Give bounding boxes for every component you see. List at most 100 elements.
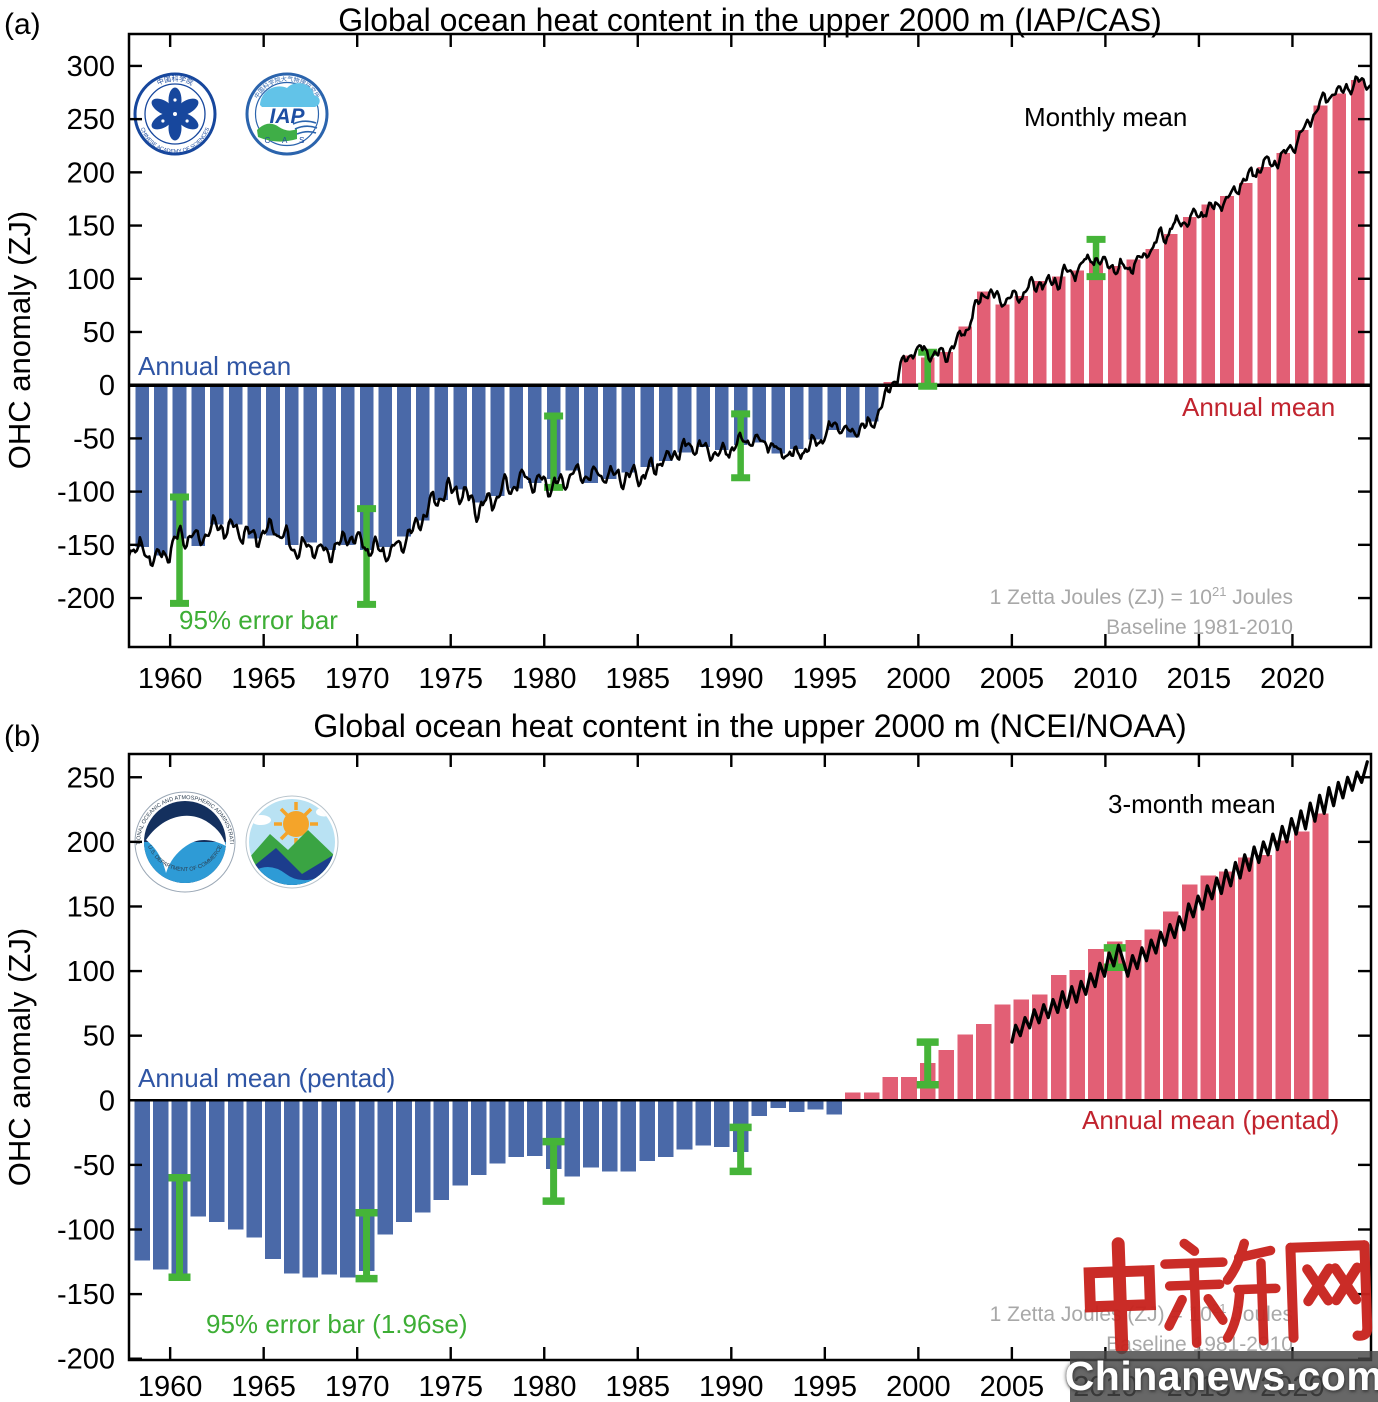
bar-2011 <box>1126 259 1141 386</box>
axes-frame-a <box>127 32 1373 649</box>
y-tick-label--150-b: -150 <box>57 1279 115 1311</box>
bar-1973 <box>414 1100 431 1213</box>
bar-2010 <box>1106 941 1123 1101</box>
panel-a-label: (a) <box>4 8 41 41</box>
bar-2023 <box>1351 79 1365 386</box>
bar-1967 <box>303 385 318 543</box>
bar-1961 <box>190 1100 207 1217</box>
bar-1969 <box>340 1100 356 1278</box>
bar-1993 <box>789 385 804 450</box>
error-bar-1960-b <box>168 1174 191 1282</box>
error-bar-1980-b <box>542 1137 565 1205</box>
iap-waves-icon <box>292 120 318 135</box>
x-tick-label-1970-b: 1970 <box>325 1371 390 1402</box>
bar-2016 <box>1220 195 1234 386</box>
bar-1991 <box>751 1100 768 1116</box>
iap-cloud-icon <box>260 83 320 107</box>
y-tick-label-50-a: 50 <box>83 317 115 349</box>
chart-a-error-bar-label: 95% error bar <box>179 605 338 635</box>
x-tick-label-1995-a: 1995 <box>793 663 858 695</box>
bar-1985 <box>639 1100 655 1162</box>
chart-b-3month-mean-label: 3-month mean <box>1108 789 1276 819</box>
bar-2016 <box>1219 871 1235 1101</box>
y-tick-label--100-b: -100 <box>57 1214 115 1246</box>
bar-2017 <box>1238 182 1253 386</box>
bar-2018 <box>1256 854 1273 1101</box>
bar-1987 <box>677 385 692 453</box>
bar-1996 <box>845 1092 861 1101</box>
bar-1999 <box>902 355 916 386</box>
bar-2005 <box>1013 999 1030 1101</box>
bar-1987 <box>676 1100 693 1150</box>
x-tick-label-2020-a: 2020 <box>1260 663 1325 695</box>
bar-1975 <box>452 1100 468 1186</box>
y-tick-label-150-b: 150 <box>67 891 115 923</box>
bar-1995 <box>826 1100 842 1115</box>
bar-2012 <box>1145 248 1159 386</box>
error-bar-1990-b <box>729 1123 752 1176</box>
y-tick-label--150-a: -150 <box>57 530 115 562</box>
bar-1986 <box>659 385 673 461</box>
bar-2019 <box>1276 153 1290 386</box>
bar-1989 <box>714 1100 730 1147</box>
chart-a-note-line2: Baseline 1981-2010 <box>1106 616 1293 639</box>
bar-2003 <box>976 1024 992 1101</box>
bar-1976 <box>470 1100 487 1176</box>
chart-a-monthly-mean-label: Monthly mean <box>1024 102 1188 132</box>
y-tick-label--50-a: -50 <box>73 423 115 455</box>
bar-1962 <box>209 1100 225 1222</box>
bar-1996 <box>846 385 860 438</box>
chart-a-title: Global ocean heat content in the upper 2… <box>338 2 1162 38</box>
error-bars-a <box>170 235 1106 608</box>
y-tick-label--200-a: -200 <box>57 583 115 615</box>
bar-2014 <box>1181 884 1198 1101</box>
y-tick-label--200-b: -200 <box>57 1344 115 1376</box>
bar-2004 <box>994 1004 1011 1101</box>
mean-line-a <box>129 75 1371 568</box>
bar-2007 <box>1051 276 1066 386</box>
noaa-gull-icon <box>146 815 226 873</box>
bar-2018 <box>1257 167 1272 386</box>
bar-1992 <box>770 1100 786 1109</box>
bar-2002 <box>958 326 972 386</box>
bar-1997 <box>863 1092 880 1101</box>
bar-2009 <box>1089 261 1103 386</box>
bar-1985 <box>640 385 654 468</box>
bars-b <box>134 813 1329 1278</box>
iap-cas-letters: C A S <box>264 136 309 145</box>
bar-2017 <box>1237 857 1254 1101</box>
bar-1993 <box>788 1100 805 1112</box>
bar-2015 <box>1201 204 1216 386</box>
tick-labels-a: 1960 1965 1970 1975 1980 1985 1990 1995 2000 2005… <box>57 51 1325 695</box>
bar-1988 <box>695 1100 712 1146</box>
x-tick-label-1990-b: 1990 <box>699 1371 764 1402</box>
y-tick-label--100-a: -100 <box>57 477 115 509</box>
bar-1983 <box>602 385 617 479</box>
chart-b-ylabel: OHC anomaly (ZJ) <box>2 928 37 1186</box>
bar-1981 <box>565 385 580 471</box>
bar-2021 <box>1313 105 1328 386</box>
error-bar-1970-a <box>357 505 377 608</box>
bar-2012 <box>1144 929 1160 1101</box>
bar-1983 <box>601 1100 618 1172</box>
error-bar-1960-a <box>170 493 190 607</box>
y-tick-label-150-a: 150 <box>67 211 115 243</box>
bar-2002 <box>957 1034 973 1101</box>
bar-2022 <box>1332 93 1346 386</box>
bar-1967 <box>302 1100 319 1278</box>
bar-1992 <box>771 385 785 454</box>
bar-1973 <box>415 385 430 521</box>
bar-1989 <box>715 385 729 451</box>
bar-1991 <box>752 385 767 443</box>
bar-1964 <box>247 385 262 539</box>
bar-1984 <box>620 1100 637 1172</box>
y-tick-label-100-b: 100 <box>67 956 115 988</box>
bar-1994 <box>808 385 823 440</box>
bar-1988 <box>696 385 711 447</box>
bar-1981 <box>564 1100 581 1177</box>
chart-b-plot: 1960 1965 1970 1975 1980 1985 1990 1995 2000 2005… <box>57 752 1373 1402</box>
bar-1961 <box>191 385 206 546</box>
chart-b-error-bar-label: 95% error bar (1.96se) <box>206 1309 468 1339</box>
bar-2020 <box>1294 129 1309 386</box>
